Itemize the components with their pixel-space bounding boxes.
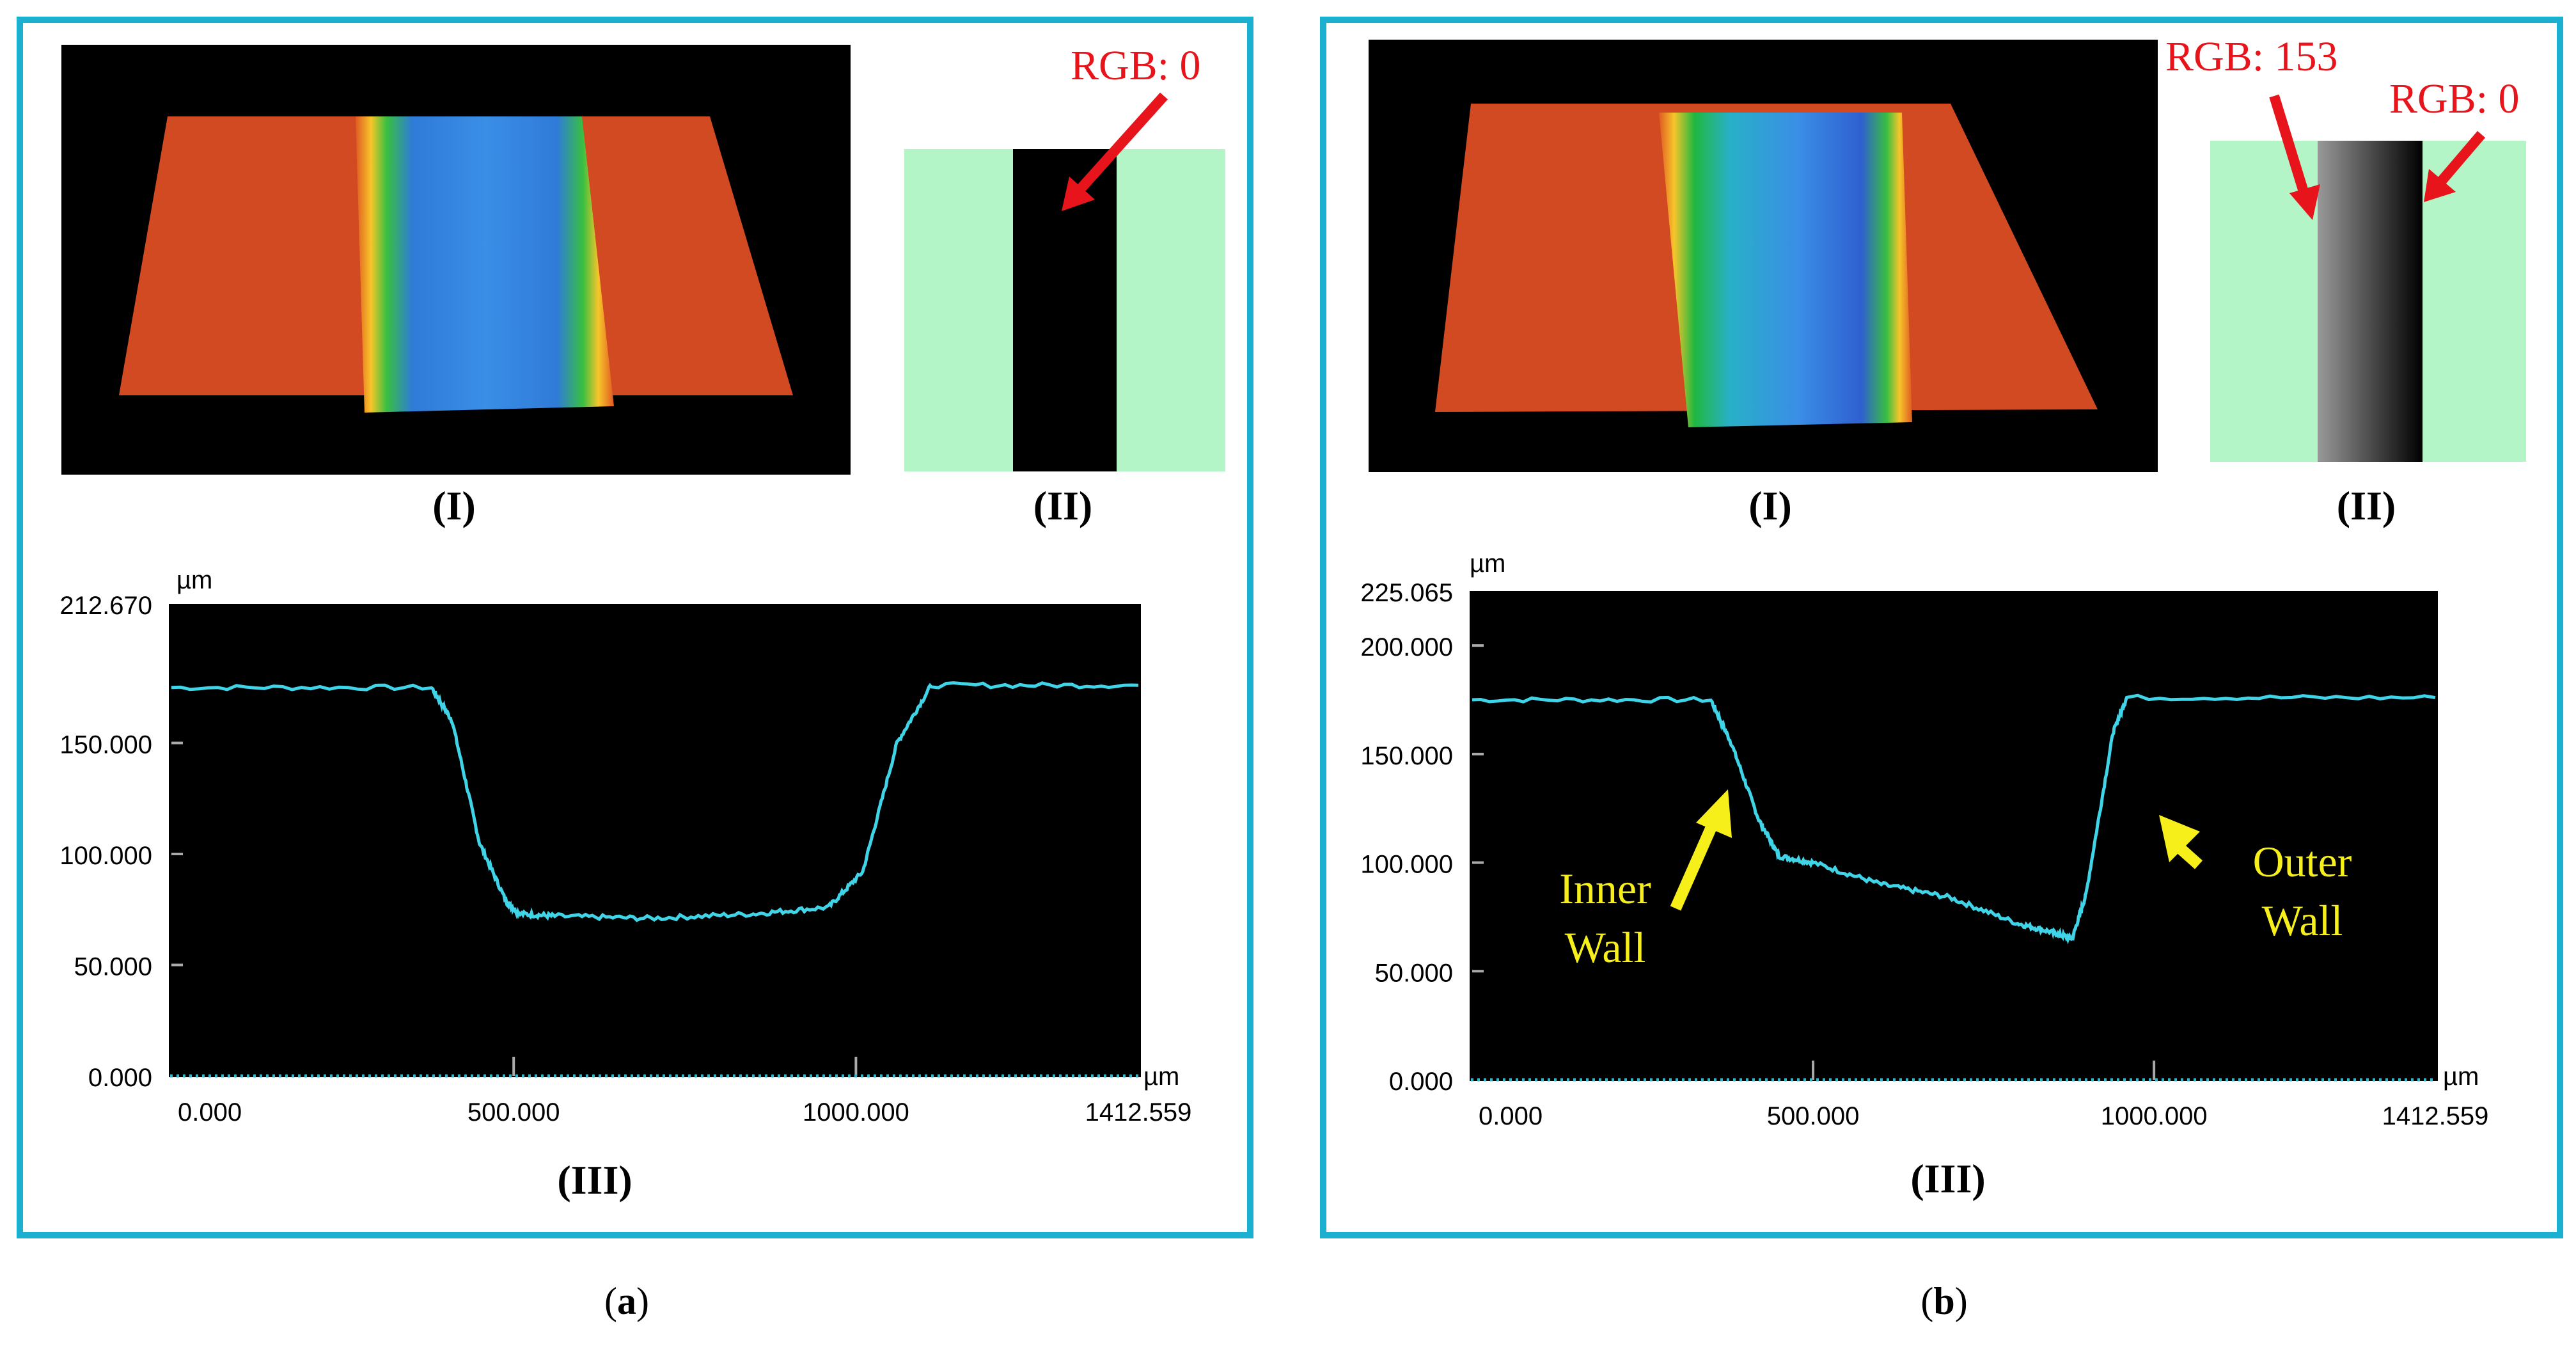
outer-wall-arrowhead	[2159, 815, 2200, 862]
panel-b-rgb153-arrow	[2269, 94, 2310, 198]
chart-a-y-tick-label-1: 50.000	[74, 952, 152, 981]
chart-b-x-tick-label-1: 500.000	[1767, 1102, 1860, 1130]
chart-b-x-tick-label-3: 1412.559	[2382, 1102, 2489, 1130]
panel-b-cross-section	[2210, 141, 2526, 462]
chart-b-x-unit: µm	[2443, 1063, 2479, 1091]
chart-b-y-tick-label-0: 0.000	[1389, 1068, 1453, 1096]
panel-b-rgb0-arrowhead	[2424, 169, 2456, 202]
panel-a-rgb-arrow	[1071, 92, 1168, 200]
panel-b-label-II: (II)	[2337, 483, 2396, 528]
panel-a-label-III: (III)	[557, 1157, 632, 1203]
chart-a-x-unit: µm	[1143, 1063, 1179, 1091]
chart-b-y-tick-label-1: 50.000	[1375, 959, 1453, 987]
caption-b-close: )	[1954, 1280, 1968, 1322]
panel-b-rgb153-label: RGB: 153	[2165, 33, 2338, 80]
chart-b-plot-area	[1470, 591, 2438, 1081]
caption-b-letter: b	[1933, 1280, 1955, 1322]
chart-a-x-tick-label-0: 0.000	[178, 1098, 242, 1126]
chart-a-y-tick-label-4: 212.670	[59, 592, 152, 620]
panel-b-rgb0-label: RGB: 0	[2389, 75, 2520, 122]
chart-b-y-tick-label-3: 150.000	[1360, 742, 1453, 770]
panel-b-label-I: (I)	[1748, 483, 1792, 528]
inner-wall-label-line2: Wall	[1565, 923, 1646, 972]
chart-a-y-tick-label-3: 150.000	[59, 731, 152, 759]
inner-wall-arrowhead	[1696, 789, 1732, 838]
panel-a-label-I: (I)	[432, 483, 476, 528]
panel-b-3d-render	[1369, 40, 2158, 472]
caption-a-close: )	[636, 1280, 649, 1322]
panel-b-rgb0-arrow	[2432, 130, 2486, 191]
caption-a: (a)	[563, 1279, 691, 1323]
panel-b-label-III: (III)	[1910, 1156, 1985, 1201]
chart-b-y-tick-label-4: 200.000	[1360, 633, 1453, 661]
chart-a-x-tick-label-3: 1412.559	[1085, 1098, 1192, 1126]
chart-b: 0.00050.000100.000150.000200.000225.065 …	[1360, 579, 2488, 1130]
caption-a-letter: a	[617, 1280, 636, 1322]
chart-b-x-tick-label-0: 0.000	[1479, 1102, 1543, 1130]
chart-a-profile-line	[171, 681, 1139, 922]
caption-a-open: (	[604, 1280, 617, 1322]
panel-a-3d-render	[61, 45, 851, 475]
chart-b-profile-line	[1472, 693, 2436, 945]
chart-a-x-tick-label-1: 500.000	[467, 1098, 560, 1126]
panel-a-rgb-label: RGB: 0	[1071, 42, 1201, 89]
chart-b-y-unit: µm	[1470, 549, 1505, 578]
chart-a: 0.000 50.000 100.000 150.000 212.670 0.000 50…	[59, 592, 1191, 1126]
caption-b: (b)	[1880, 1279, 2008, 1323]
inner-wall-label-line1: Inner	[1559, 864, 1651, 913]
chart-a-y-unit: µm	[177, 566, 212, 594]
chart-b-x-tick-label-2: 1000.000	[2101, 1102, 2208, 1130]
panel-b-rgb153-arrowhead	[2289, 184, 2320, 220]
caption-b-open: (	[1920, 1280, 1934, 1322]
inner-wall-arrow	[1670, 819, 1720, 911]
chart-b-y-tick-label-2: 100.000	[1360, 851, 1453, 879]
panel-a-rgb-arrowhead	[1062, 177, 1095, 211]
panel-a-label-II: (II)	[1033, 483, 1092, 528]
outer-wall-label-line1: Outer	[2253, 837, 2352, 886]
chart-b-y-tick-label-5: 225.065	[1360, 579, 1453, 607]
outer-wall-label-line2: Wall	[2262, 896, 2343, 945]
chart-a-x-tick-label-2: 1000.000	[803, 1098, 909, 1126]
chart-a-y-tick-label-2: 100.000	[59, 842, 152, 870]
chart-a-y-tick-label-0: 0.000	[88, 1064, 152, 1092]
